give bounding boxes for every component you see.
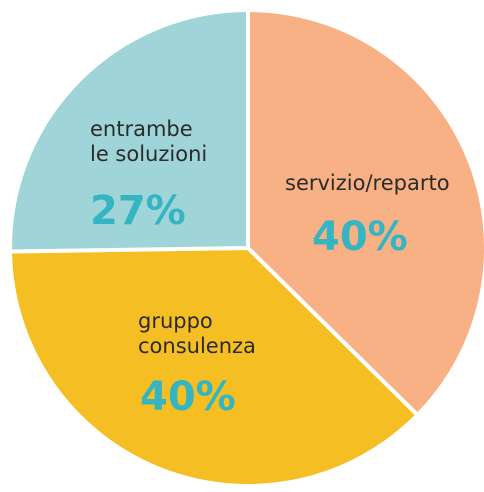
slice-label: servizio/reparto	[285, 171, 450, 195]
pie-slice	[8, 7, 250, 254]
slice-value-label: 27%	[90, 188, 186, 234]
pie-slice	[7, 245, 421, 488]
pie-slice	[246, 7, 484, 418]
slice-value-label: 40%	[312, 214, 408, 260]
slice-value-label: 40%	[140, 374, 236, 420]
slice-label: entrambe	[90, 117, 193, 141]
slice-label: gruppo	[138, 309, 213, 333]
slice-label: consulenza	[138, 334, 256, 358]
slice-label: le soluzioni	[90, 142, 207, 166]
